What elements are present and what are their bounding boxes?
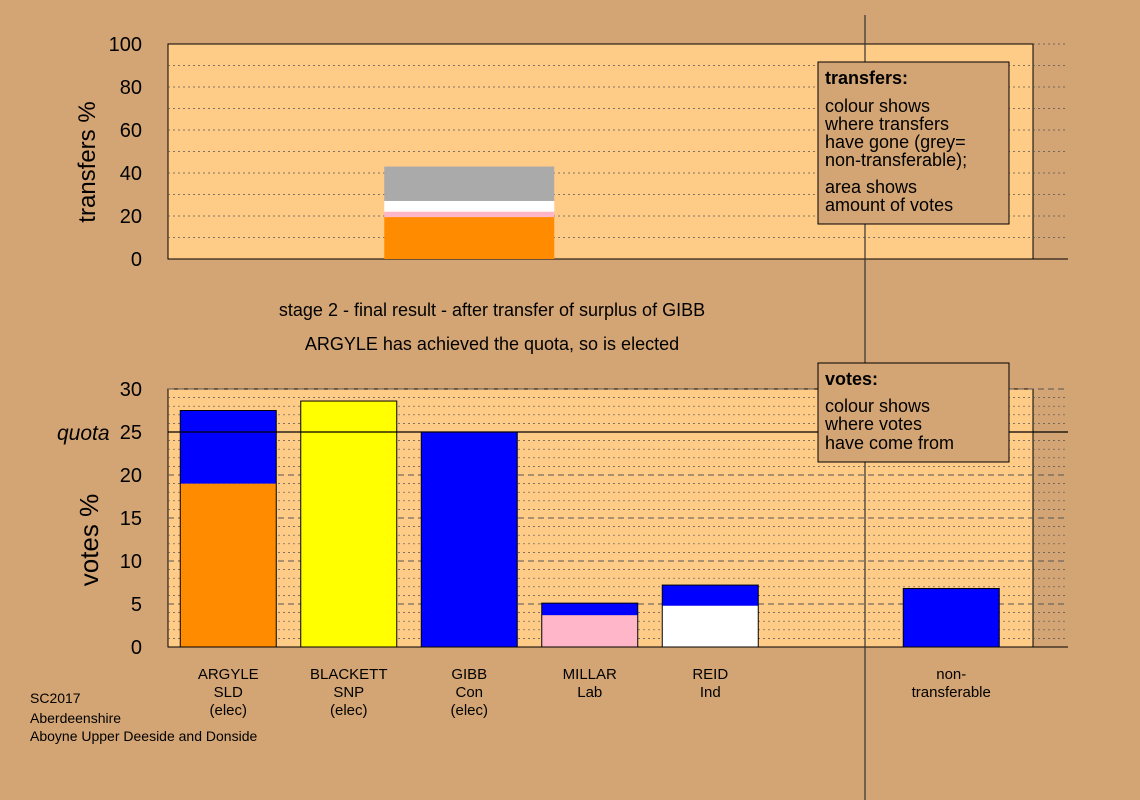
transfers-legend: transfers: colour shows where transfers …: [817, 61, 1010, 225]
votes-legend-box: [817, 362, 1010, 463]
vote-segment: [300, 401, 397, 647]
candidate-label: Con: [455, 684, 483, 701]
votes-legend-title: votes:: [825, 369, 878, 389]
transfers-legend-line: where transfers: [824, 114, 949, 134]
vote-bar-outline: [902, 588, 1000, 648]
vote-segment: [180, 483, 277, 647]
vote-segment: [541, 603, 638, 616]
votes-y-tick-label: 5: [131, 594, 142, 616]
candidate-label: (elec): [450, 702, 488, 719]
transfers-legend-line: have gone (grey=: [825, 132, 966, 152]
transfers-legend-line: colour shows: [825, 96, 930, 116]
transfer-segment-sld: [384, 217, 555, 259]
transfer-segment-ind: [384, 200, 555, 212]
transfers-y-tick-label: 0: [131, 249, 142, 271]
vote-bar-outline: [300, 400, 398, 648]
footer-ward: Aboyne Upper Deeside and Donside: [30, 728, 258, 744]
transfers-legend-line: amount of votes: [825, 195, 953, 215]
candidate-label: GIBB: [451, 666, 487, 683]
votes-legend: votes: colour shows where votes have com…: [817, 362, 1010, 463]
vote-segment: [903, 588, 1000, 647]
candidate-label: REID: [692, 666, 728, 683]
vote-segment: [421, 432, 518, 647]
vote-bar-outline: [179, 410, 277, 648]
outcome-note: ARGYLE has achieved the quota, so is ele…: [305, 334, 679, 354]
transfers-y-tick-label: 100: [109, 34, 142, 56]
candidate-label: (elec): [209, 702, 247, 719]
vote-segment: [662, 605, 759, 647]
candidate-label: SNP: [333, 684, 364, 701]
vote-segment: [180, 410, 277, 484]
votes-y-axis-label: votes %: [74, 494, 104, 587]
transfers-y-tick-label: 20: [120, 206, 142, 228]
candidate-label: non-: [936, 666, 966, 683]
transfers-y-tick-label: 60: [120, 120, 142, 142]
candidate-label: (elec): [330, 702, 368, 719]
candidate-label: ARGYLE: [198, 666, 259, 683]
votes-y-tick-label: 30: [120, 379, 142, 401]
votes-y-tick-label: 25: [120, 422, 142, 444]
votes-legend-line: where votes: [824, 414, 922, 434]
vote-segment: [662, 585, 759, 606]
votes-y-tick-label: 20: [120, 465, 142, 487]
transfers-legend-box: [817, 61, 1010, 225]
votes-y-tick-label: 10: [120, 551, 142, 573]
votes-legend-line: have come from: [825, 433, 954, 453]
votes-legend-line: colour shows: [825, 396, 930, 416]
transfers-legend-title: transfers:: [825, 68, 908, 88]
vote-bar-outline: [661, 584, 759, 648]
candidate-label: MILLAR: [563, 666, 617, 683]
candidate-label: BLACKETT: [310, 666, 388, 683]
candidate-label: Lab: [577, 684, 602, 701]
vote-segment: [541, 615, 638, 647]
transfer-segment-lab: [384, 211, 555, 218]
candidate-label: transferable: [912, 684, 991, 701]
transfer-segment-non-transferable: [384, 166, 555, 201]
stage-note: stage 2 - final result - after transfer …: [279, 300, 705, 320]
transfers-y-tick-label: 40: [120, 163, 142, 185]
votes-y-tick-label: 15: [120, 508, 142, 530]
quota-label: quota: [57, 422, 110, 445]
footer-code: SC2017: [30, 690, 81, 706]
votes-y-tick-label: 0: [131, 637, 142, 659]
candidate-label: Ind: [700, 684, 721, 701]
footer-council: Aberdeenshire: [30, 710, 122, 726]
transfers-legend-line: area shows: [825, 177, 917, 197]
transfers-y-tick-label: 80: [120, 77, 142, 99]
vote-bar-outline: [541, 602, 639, 648]
transfers-legend-line: non-transferable);: [825, 150, 967, 170]
candidate-label: SLD: [214, 684, 243, 701]
transfers-y-axis-label: transfers %: [74, 101, 101, 222]
